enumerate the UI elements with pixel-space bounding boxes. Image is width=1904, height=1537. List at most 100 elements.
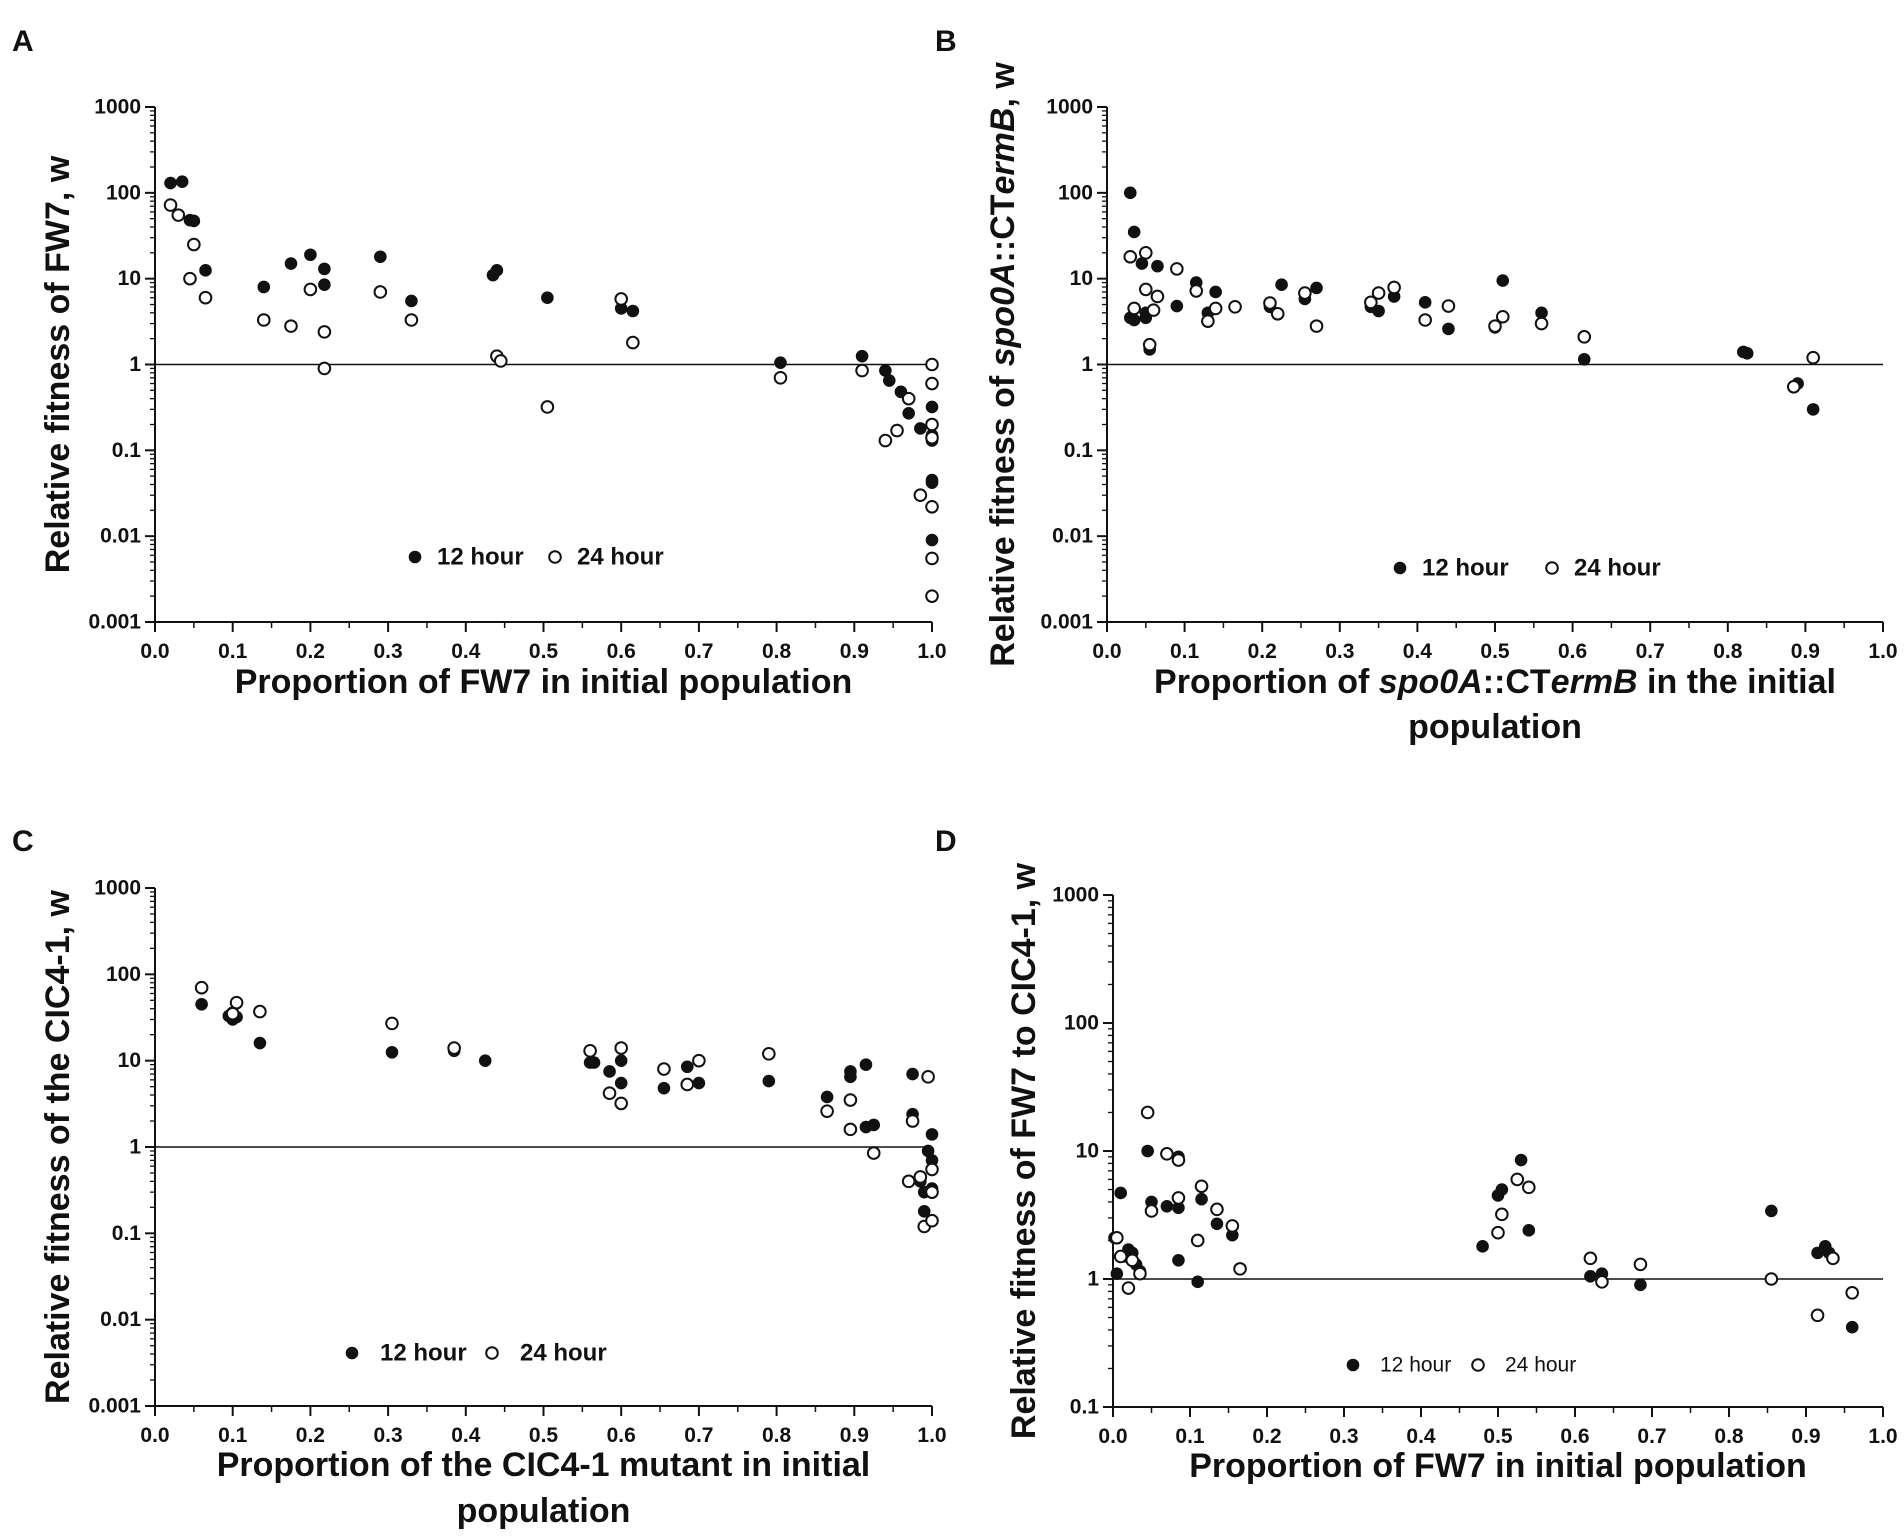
point-24h	[925, 551, 939, 566]
y-axis-title-part: Relative fitness of FW7	[39, 201, 77, 573]
point-12h	[253, 1036, 267, 1050]
point-24h	[913, 1170, 928, 1184]
point-24h	[925, 417, 939, 432]
y-tick-label: 100	[1058, 181, 1093, 204]
legend-label-24-hour: 24 hour	[1505, 1354, 1576, 1377]
point-12h	[478, 1054, 492, 1067]
x-tick-label: 0.4	[1403, 640, 1433, 663]
legend: 12 hour 24 hour	[408, 544, 664, 571]
point-12h	[195, 997, 208, 1011]
point-12h	[1123, 186, 1137, 200]
point-12h	[1127, 225, 1141, 239]
point-24h	[1534, 316, 1549, 331]
point-12h	[385, 1046, 399, 1059]
point-12h	[587, 1056, 601, 1069]
x-tick-label: 0.2	[296, 1424, 325, 1447]
series-24-hour	[1123, 246, 1820, 394]
y-axis-title-part: ermB	[984, 108, 1022, 195]
x-tick-label: 0.6	[607, 640, 636, 663]
legend-label-24-hour: 24 hour	[1574, 555, 1661, 582]
point-24h	[253, 1004, 267, 1019]
point-12h	[1151, 259, 1164, 273]
point-24h	[925, 430, 939, 445]
y-tick-label: 10	[118, 267, 141, 290]
x-tick-label: 0.3	[373, 640, 402, 663]
point-12h	[1418, 296, 1432, 309]
point-24h	[925, 376, 939, 391]
point-12h	[603, 1065, 616, 1078]
x-axis-title-part: in the initial	[1638, 663, 1836, 701]
panel-letter: A	[12, 25, 34, 58]
x-tick-label: 0.5	[1480, 640, 1510, 663]
point-24h	[680, 1077, 695, 1092]
x-tick-label: 0.1	[218, 1424, 248, 1447]
x-tick-label: 0.9	[1791, 640, 1820, 663]
point-12h	[762, 1074, 776, 1088]
point-12h	[1740, 347, 1754, 360]
point-12h	[1476, 1240, 1489, 1253]
point-24h	[1228, 300, 1242, 314]
point-24h	[1160, 1147, 1174, 1161]
point-12h	[692, 1076, 706, 1090]
point-24h	[229, 995, 244, 1010]
point-12h	[304, 248, 317, 262]
point-12h	[1110, 1267, 1124, 1281]
point-24h	[843, 1093, 858, 1107]
series-12-hour	[195, 997, 939, 1218]
point-24h	[1123, 249, 1138, 264]
point-12h	[1765, 1204, 1778, 1218]
x-tick-label: 0.3	[373, 1424, 402, 1447]
point-12h	[882, 374, 896, 387]
point-12h	[175, 175, 189, 188]
x-tick-label: 0.8	[762, 1424, 792, 1447]
point-24h	[1270, 306, 1285, 321]
point-12h	[657, 1081, 671, 1095]
x-tick-label: 0.0	[140, 1424, 169, 1447]
point-12h	[1114, 1186, 1127, 1200]
point-12h	[1514, 1153, 1528, 1167]
point-12h	[680, 1060, 694, 1074]
point-12h	[1495, 1183, 1509, 1196]
series-24-hour	[194, 980, 939, 1234]
point-24h	[385, 1016, 399, 1031]
legend-marker-open	[1471, 1358, 1485, 1372]
legend-marker-filled	[345, 1346, 359, 1360]
panel-letter: D	[935, 825, 957, 858]
x-tick-label: 0.7	[1636, 640, 1665, 663]
x-axis-title: Proportion of FW7 in initial population	[1189, 1447, 1807, 1485]
point-24h	[614, 1041, 629, 1055]
x-tick-label: 0.0	[1092, 640, 1121, 663]
y-axis-title: Relative fitness of spo0A::CTermB, w	[984, 62, 1022, 667]
point-12h	[925, 476, 939, 489]
y-axis-title: Relative fitness of FW7 to CIC4-1, w	[1005, 862, 1043, 1439]
point-12h	[1210, 1217, 1224, 1231]
point-24h	[187, 237, 201, 252]
legend-label-24-hour: 24 hour	[577, 544, 664, 571]
x-tick-label: 1.0	[917, 640, 946, 663]
y-axis-title-part: Relative fitness of the CIC4-1	[39, 935, 77, 1404]
x-tick-label: 0.4	[451, 640, 481, 663]
point-12h	[541, 291, 554, 305]
x-axis-title-part: ::CT	[1483, 663, 1551, 701]
y-axis-title-part: Relative fitness of FW7 to CIC4-1	[1005, 908, 1043, 1439]
point-24h	[925, 1213, 939, 1228]
point-24h	[183, 271, 197, 286]
point-12h	[1442, 322, 1455, 336]
point-12h	[318, 262, 331, 276]
legend-label-12-hour: 12 hour	[1380, 1354, 1451, 1377]
y-axis-title-part: , w	[1005, 862, 1043, 908]
x-tick-label: 0.2	[1252, 1425, 1281, 1448]
x-tick-label: 0.9	[1791, 1425, 1820, 1448]
x-tick-label: 0.7	[684, 1424, 713, 1447]
y-tick-label: 1	[1087, 1268, 1099, 1291]
point-24h	[1298, 286, 1312, 300]
x-axis-title: Proportion of FW7 in initial population	[235, 663, 853, 701]
legend-label-12-hour: 12 hour	[380, 1340, 467, 1367]
x-tick-label: 0.2	[296, 640, 325, 663]
point-24h	[1171, 1153, 1186, 1167]
x-tick-label: 0.7	[1637, 1425, 1666, 1448]
point-24h	[866, 1146, 881, 1160]
y-axis-title-part: Relative fitness of	[984, 366, 1022, 666]
y-tick-label: 1	[129, 353, 141, 376]
point-12h	[925, 533, 939, 547]
